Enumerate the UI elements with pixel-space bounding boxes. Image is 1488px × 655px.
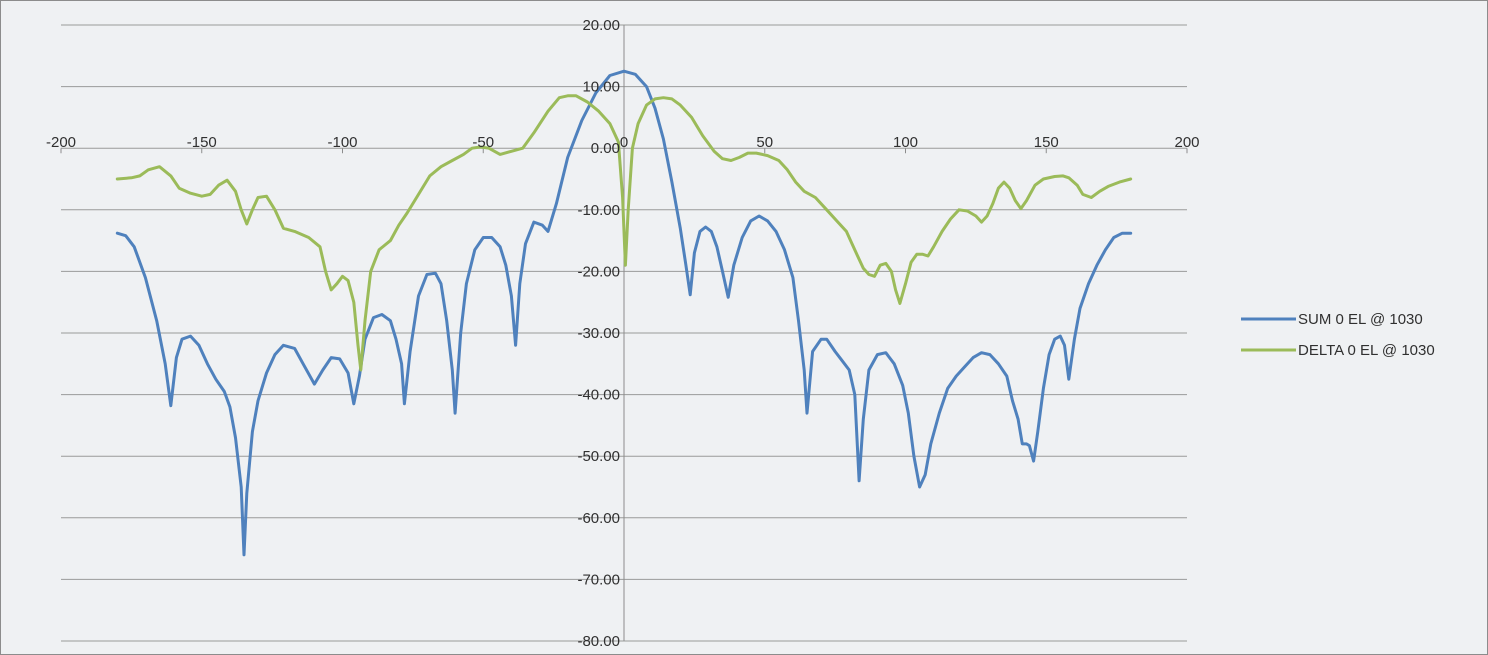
- x-tick-label: -100: [327, 134, 357, 151]
- y-tick-label: -40.00: [577, 387, 620, 404]
- legend: SUM 0 EL @ 1030 DELTA 0 EL @ 1030: [1241, 311, 1435, 359]
- y-tick-label: 20.00: [582, 17, 620, 34]
- y-tick-label: 0.00: [591, 140, 620, 157]
- legend-label: SUM 0 EL @ 1030: [1298, 311, 1423, 328]
- series-line-delta: [115, 94, 1133, 372]
- x-tick-label: 0: [620, 134, 628, 151]
- x-tick-label: 150: [1034, 134, 1059, 151]
- legend-label: DELTA 0 EL @ 1030: [1298, 342, 1435, 359]
- x-tick-label: 50: [756, 134, 773, 151]
- y-tick-label: -20.00: [577, 263, 620, 280]
- axes: [60, 25, 1188, 641]
- y-tick-label: -70.00: [577, 571, 620, 588]
- x-tick-labels: -200 -150 -100 -50 0 50 100 150 200: [46, 134, 1200, 151]
- x-tick-label: -200: [46, 134, 76, 151]
- y-tick-label: -80.00: [577, 633, 620, 650]
- x-tick-label: -150: [187, 134, 217, 151]
- y-tick-label: -50.00: [577, 448, 620, 465]
- y-tick-labels: 20.00 10.00 0.00 -10.00 -20.00 -30.00 -40.00 -5…: [577, 17, 620, 650]
- x-tick-label: -50: [472, 134, 494, 151]
- y-tick-label: -60.00: [577, 510, 620, 527]
- x-tick-label: 100: [893, 134, 918, 151]
- y-tick-label: -10.00: [577, 202, 620, 219]
- y-tick-label: -30.00: [577, 325, 620, 342]
- x-tick-label: 200: [1174, 134, 1199, 151]
- y-tick-label: 10.00: [582, 79, 620, 96]
- series-layer: [115, 69, 1133, 557]
- series-line-sum: [115, 69, 1133, 557]
